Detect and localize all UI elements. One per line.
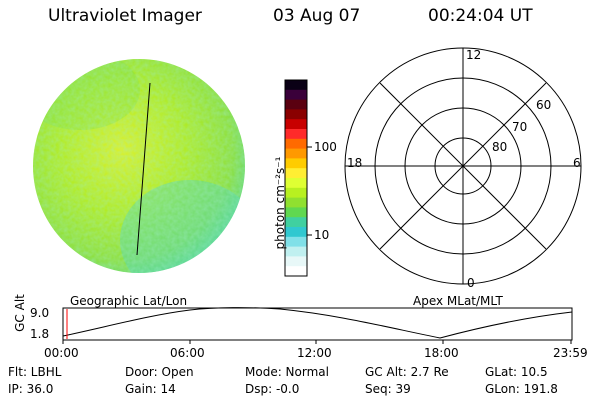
orbit-left-caption: Geographic Lat/Lon [70,294,188,308]
colorbar-band [285,89,307,101]
orbit-xtick-4: 23:59 [553,346,588,360]
colorbar-band [285,99,307,110]
mlt-label-6: 6 [573,156,581,170]
lat-label-80: 80 [492,140,508,154]
orbit-ytick-min: 1.8 [30,327,50,341]
colorbar-band [285,80,307,91]
status-glon: GLon: 191.8 [485,382,558,396]
colorbar-band [285,227,307,238]
colorbar-band [285,178,307,189]
status-seq: Seq: 39 [365,382,411,396]
orbit-xtick-2: 12:00 [297,346,332,360]
colorbar-band [285,158,307,169]
colorbar-band [285,256,307,267]
status-gain: Gain: 14 [125,382,176,396]
colorbar-tick-10: 10 [314,228,330,242]
status-mode: Mode: Normal [245,365,329,379]
colorbar-band [285,266,307,277]
mlt-label-12: 12 [466,48,482,62]
colorbar-band [285,148,307,159]
lat-label-60: 60 [536,98,552,112]
colorbar-band [285,217,307,228]
colorbar-band [285,207,307,218]
colorbar-band [285,236,307,248]
altitude-curve [62,307,573,339]
status-ip: IP: 36.0 [8,382,54,396]
image-date: 03 Aug 07 [273,6,361,26]
status-gc-alt: GC Alt: 2.7 Re [365,365,449,379]
status-glat: GLat: 10.5 [485,365,548,379]
lat-label-70: 70 [512,120,528,134]
orbit-right-caption: Apex MLat/MLT [413,294,503,308]
terminator-line [136,82,151,256]
status-door: Door: Open [125,365,194,379]
orbit-ytick-max: 9.0 [30,306,50,320]
status-dsp: Dsp: -0.0 [245,382,300,396]
colorbar-band [285,109,307,120]
colorbar-band [285,119,307,130]
colorbar-band [285,187,307,199]
status-filter: Flt: LBHL [8,365,62,379]
orbit-xtick-3: 18:00 [424,346,459,360]
orbit-xtick-1: 06:00 [170,346,205,360]
mlt-label-18: 18 [347,156,363,170]
mlt-label-0: 0 [467,276,475,290]
colorbar-band [285,138,307,150]
colorbar-band [285,129,307,140]
orbit-ylabel: GC Alt [13,294,27,332]
instrument-title: Ultraviolet Imager [48,6,202,26]
colorbar-tick-100: 100 [314,140,337,154]
colorbar-band [285,246,307,257]
colorbar-band [285,168,307,179]
image-time: 00:24:04 UT [428,6,533,26]
colorbar-band [285,197,307,208]
orbit-xtick-0: 00:00 [44,346,79,360]
